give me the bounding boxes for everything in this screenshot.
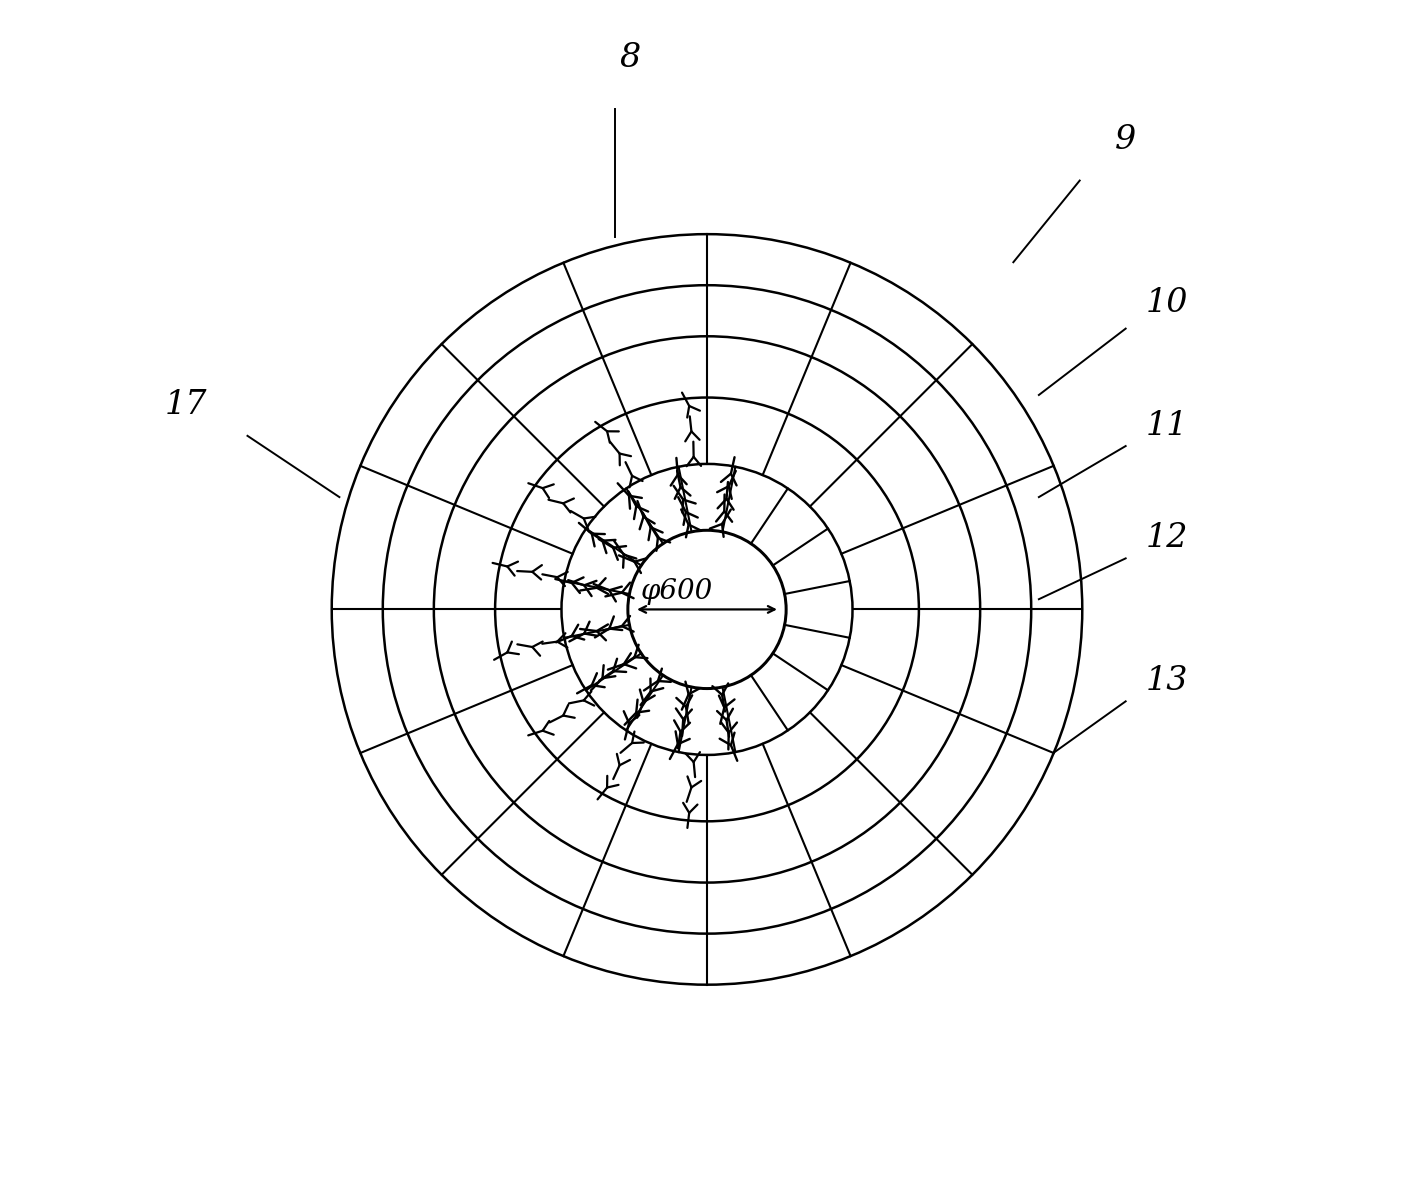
Text: 9: 9 <box>1116 124 1137 155</box>
Text: 8: 8 <box>619 42 641 74</box>
Text: 12: 12 <box>1145 522 1188 554</box>
Text: 17: 17 <box>165 389 208 422</box>
Text: 10: 10 <box>1145 287 1188 319</box>
Text: 11: 11 <box>1145 410 1188 442</box>
Text: φ600: φ600 <box>641 578 713 605</box>
Text: 13: 13 <box>1145 664 1188 697</box>
